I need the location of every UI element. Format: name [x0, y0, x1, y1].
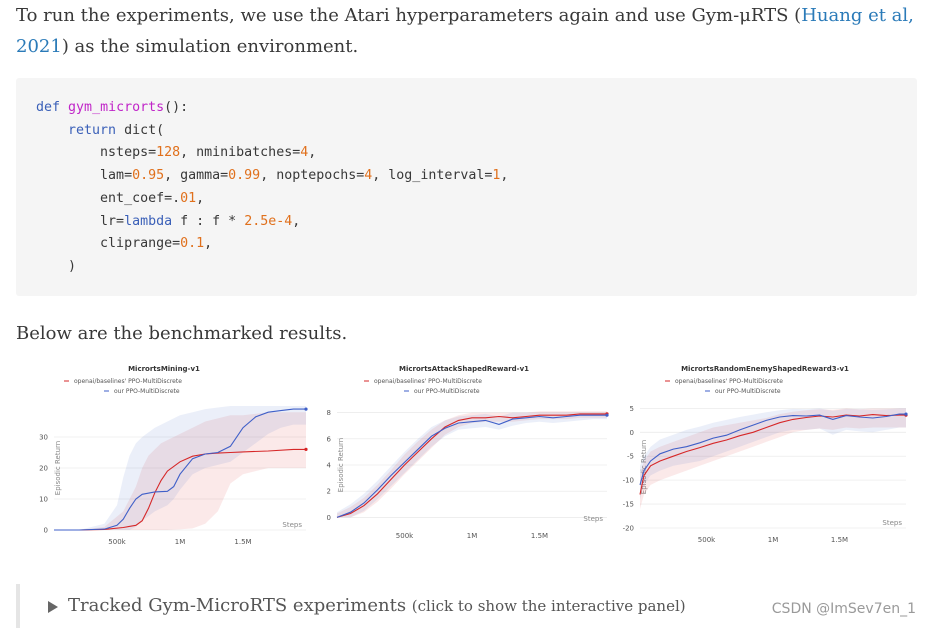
- y-tick-label: 0: [630, 429, 634, 437]
- y-tick-label: 20: [39, 465, 48, 473]
- x-tick-label: 500k: [396, 532, 414, 540]
- code-text: def gym_microrts(): return dict( nsteps=…: [36, 100, 509, 274]
- series-band: [54, 412, 306, 530]
- y-tick-label: 10: [39, 496, 48, 504]
- y-tick-label: 0: [44, 527, 48, 535]
- chart-attack: MicrortsAttackShapedReward-v1 openai/base…: [315, 360, 613, 556]
- y-axis-label: Episodic Return: [640, 440, 648, 494]
- legend-entry: our PPO-MultiDiscrete: [414, 388, 480, 395]
- series-line: [54, 408, 306, 531]
- details-summary-note: (click to show the interactive panel): [411, 597, 686, 615]
- y-tick-label: -20: [623, 525, 634, 533]
- y-tick-label: 6: [327, 435, 332, 443]
- results-intro: Below are the benchmarked results.: [16, 323, 348, 344]
- series-end-point: [605, 413, 609, 417]
- x-tick-label: 500k: [698, 536, 716, 544]
- y-tick-label: -10: [623, 477, 634, 485]
- intro-text-end: ) as the simulation environment.: [61, 36, 359, 57]
- series-line: [336, 414, 607, 518]
- legend-entry: openai/baselines' PPO-MultiDiscrete: [74, 378, 182, 385]
- series-band: [54, 406, 306, 530]
- y-tick-label: 30: [39, 434, 48, 442]
- intro-text: To run the experiments, we use the Atari…: [16, 5, 802, 26]
- x-tick-label: 1M: [768, 536, 779, 544]
- series-band: [640, 408, 906, 509]
- series-band: [640, 408, 906, 500]
- y-tick-label: -15: [623, 501, 634, 509]
- legend-entry: our PPO-MultiDiscrete: [715, 388, 781, 395]
- series-line: [54, 448, 306, 531]
- code-block: def gym_microrts(): return dict( nsteps=…: [16, 78, 917, 296]
- series-end-point: [304, 407, 308, 411]
- legend-entry: our PPO-MultiDiscrete: [114, 388, 180, 395]
- details-summary[interactable]: Tracked Gym-MicroRTS experiments (click …: [68, 595, 686, 616]
- chart-title: MicrortsRandomEnemyShapedReward3-v1: [681, 365, 849, 373]
- x-tick-label: 500k: [108, 538, 126, 546]
- x-tick-label: 1M: [175, 538, 186, 546]
- legend-entry: openai/baselines' PPO-MultiDiscrete: [374, 378, 482, 385]
- x-axis-label: Steps: [882, 519, 902, 527]
- series-band: [337, 412, 607, 518]
- csdn-watermark: CSDN @ImSev7en_1: [771, 601, 916, 617]
- y-axis-label: Episodic Return: [54, 441, 62, 495]
- x-tick-label: 1.5M: [531, 532, 548, 540]
- series-end-point: [304, 447, 308, 451]
- x-tick-label: 1.5M: [831, 536, 848, 544]
- x-axis-label: Steps: [282, 521, 302, 529]
- series-band: [337, 411, 607, 518]
- chart-title: MicrortsAttackShapedReward-v1: [399, 365, 529, 373]
- y-tick-label: 8: [327, 409, 331, 417]
- legend-entry: openai/baselines' PPO-MultiDiscrete: [675, 378, 783, 385]
- intro-paragraph: To run the experiments, we use the Atari…: [16, 0, 916, 62]
- chart-mining-svg: MicrortsMining-v1 openai/baselines' PPO-M…: [39, 365, 308, 546]
- chart-random-enemy-svg: MicrortsRandomEnemyShapedReward3-v1 opena…: [623, 365, 908, 544]
- y-tick-label: 5: [630, 405, 634, 413]
- y-tick-label: 2: [327, 488, 331, 496]
- x-axis-label: Steps: [583, 515, 603, 523]
- series-end-point: [904, 412, 908, 416]
- chart-title: MicrortsMining-v1: [128, 365, 200, 373]
- x-tick-label: 1.5M: [234, 538, 251, 546]
- series-line: [639, 414, 906, 495]
- chart-attack-svg: MicrortsAttackShapedReward-v1 openai/base…: [327, 365, 609, 540]
- y-tick-label: 4: [327, 462, 332, 470]
- experiments-details[interactable]: Tracked Gym-MicroRTS experiments (click …: [16, 584, 920, 628]
- y-tick-label: -5: [627, 453, 634, 461]
- y-tick-label: 0: [327, 514, 331, 522]
- huang-et-al-link[interactable]: Huang et al, 2021: [16, 5, 914, 57]
- chart-mining: MicrortsMining-v1 openai/baselines' PPO-M…: [16, 360, 312, 556]
- y-axis-label: Episodic Return: [337, 438, 345, 492]
- disclosure-triangle-icon[interactable]: [48, 601, 58, 613]
- series-line: [336, 413, 607, 518]
- details-summary-title: Tracked Gym-MicroRTS experiments: [68, 595, 407, 616]
- x-tick-label: 1M: [467, 532, 478, 540]
- chart-random-enemy: MicrortsRandomEnemyShapedReward3-v1 opena…: [614, 360, 916, 556]
- series-line: [639, 413, 906, 486]
